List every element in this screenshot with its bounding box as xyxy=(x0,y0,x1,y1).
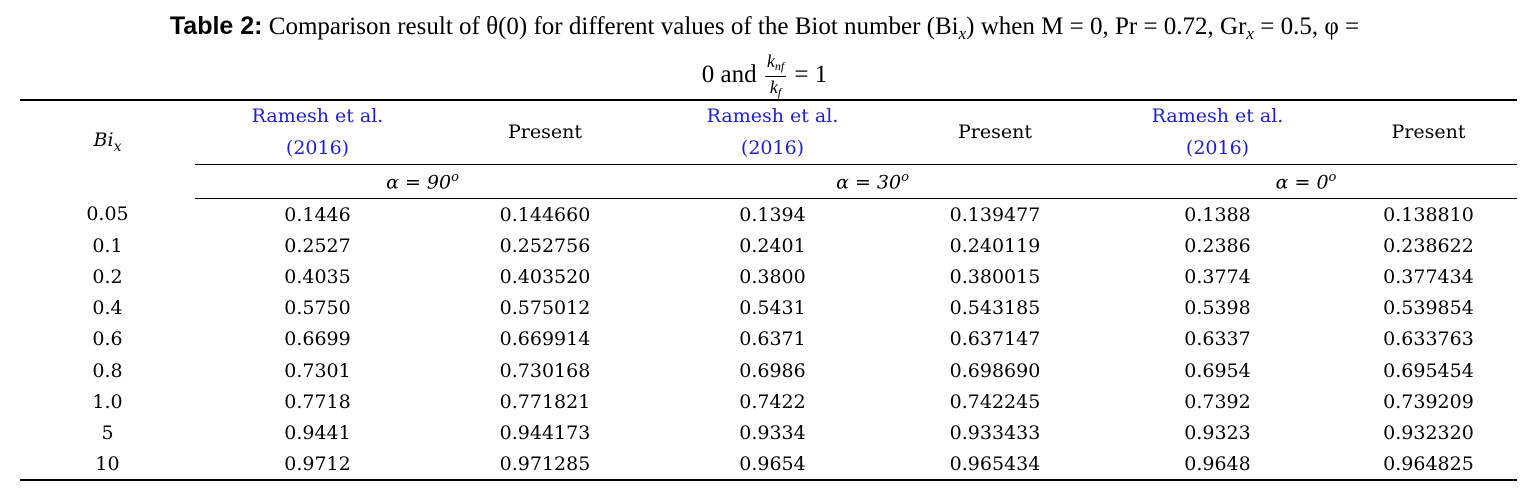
table-row: 1.0 0.7718 0.771821 0.7422 0.742245 0.7392 0.7… xyxy=(20,386,1517,417)
biot-value-cell: 5 xyxy=(101,421,114,444)
caption-label: Table 2: xyxy=(169,12,263,40)
biot-value-cell: 0.6 xyxy=(92,328,123,351)
result-cell: 0.633763 xyxy=(1383,328,1474,351)
table-bottom-rule xyxy=(20,479,1517,481)
result-cell: 0.637147 xyxy=(949,328,1041,351)
group-alpha-90: α = 90o xyxy=(195,164,650,199)
group-alpha-0: α = 0o xyxy=(1095,164,1517,199)
result-cell: 0.6371 xyxy=(739,328,806,351)
result-cell: 0.4035 xyxy=(284,265,351,288)
biot-value-cell: 0.05 xyxy=(86,203,129,226)
result-cell: 0.742245 xyxy=(949,390,1041,413)
result-cell: 0.9654 xyxy=(739,453,806,476)
result-cell: 0.965434 xyxy=(949,453,1041,476)
result-cell: 0.9441 xyxy=(284,421,351,444)
reference-year-30[interactable]: (2016) xyxy=(740,137,805,159)
result-cell: 0.730168 xyxy=(499,359,591,382)
result-cell: 0.5431 xyxy=(739,297,806,320)
result-cell: 0.971285 xyxy=(499,453,591,476)
result-cell: 0.1446 xyxy=(284,203,351,226)
biot-value-cell: 1.0 xyxy=(92,390,123,413)
reference-year-90[interactable]: (2016) xyxy=(285,137,350,159)
result-cell: 0.543185 xyxy=(949,297,1041,320)
conductivity-ratio-fraction: knf kf xyxy=(764,51,787,99)
result-cell: 0.7392 xyxy=(1184,390,1251,413)
biot-value-cell: 0.2 xyxy=(92,265,123,288)
result-cell: 0.1394 xyxy=(739,203,806,226)
result-cell: 0.5398 xyxy=(1184,297,1251,320)
result-cell: 0.5750 xyxy=(284,297,351,320)
result-cell: 0.575012 xyxy=(499,297,591,320)
table-row: 0.05 0.1446 0.144660 0.1394 0.139477 0.1388 0.… xyxy=(20,199,1517,231)
table-row: 10 0.9712 0.971285 0.9654 0.965434 0.9648 0.96… xyxy=(20,449,1517,480)
result-cell: 0.380015 xyxy=(949,265,1041,288)
result-cell: 0.932320 xyxy=(1383,421,1474,444)
result-cell: 0.7422 xyxy=(739,390,806,413)
result-cell: 0.9334 xyxy=(739,421,806,444)
result-cell: 0.238622 xyxy=(1383,234,1474,257)
caption-text: Comparison result of θ(0) for different … xyxy=(268,13,1360,43)
result-cell: 0.771821 xyxy=(499,390,591,413)
result-cell: 0.669914 xyxy=(499,328,591,351)
reference-year-0[interactable]: (2016) xyxy=(1185,137,1250,159)
result-cell: 0.3800 xyxy=(739,265,806,288)
result-cell: 0.138810 xyxy=(1383,203,1474,226)
biot-value-cell: 0.8 xyxy=(92,359,123,382)
caption-line-1: Table 2: Comparison result of θ(0) for d… xyxy=(0,8,1529,52)
result-cell: 0.698690 xyxy=(949,359,1041,382)
biot-value-cell: 0.1 xyxy=(92,234,123,257)
result-cell: 0.933433 xyxy=(949,421,1041,444)
header-row-2: (2016) (2016) (2016) xyxy=(20,132,1517,165)
result-cell: 0.9323 xyxy=(1184,421,1251,444)
result-cell: 0.9648 xyxy=(1184,453,1251,476)
result-cell: 0.6337 xyxy=(1184,328,1251,351)
table-top-rule xyxy=(20,99,1517,101)
result-cell: 0.6699 xyxy=(284,328,351,351)
reference-link-90[interactable]: Ramesh et al. xyxy=(251,105,384,127)
result-cell: 0.739209 xyxy=(1383,390,1474,413)
result-cell: 0.7301 xyxy=(284,359,351,382)
result-cell: 0.695454 xyxy=(1383,359,1474,382)
result-cell: 0.240119 xyxy=(949,234,1041,257)
table-row: 0.1 0.2527 0.252756 0.2401 0.240119 0.2386 0.2… xyxy=(20,230,1517,261)
result-cell: 0.144660 xyxy=(499,203,591,226)
comparison-table: Bix Ramesh et al. Present Ramesh et al. … xyxy=(20,100,1517,480)
result-cell: 0.6986 xyxy=(739,359,806,382)
reference-link-30[interactable]: Ramesh et al. xyxy=(706,105,839,127)
result-cell: 0.6954 xyxy=(1184,359,1251,382)
result-cell: 0.2386 xyxy=(1184,234,1251,257)
table-row: 0.4 0.5750 0.575012 0.5431 0.543185 0.5398 0.5… xyxy=(20,293,1517,324)
table-row: 0.8 0.7301 0.730168 0.6986 0.698690 0.6954 0.6… xyxy=(20,355,1517,386)
result-cell: 0.3774 xyxy=(1184,265,1251,288)
result-cell: 0.403520 xyxy=(499,265,591,288)
biot-value-cell: 0.4 xyxy=(92,297,123,320)
biot-column-header: Bix xyxy=(93,129,122,156)
header-row: Bix Ramesh et al. Present Ramesh et al. … xyxy=(20,100,1517,155)
present-header-90: Present xyxy=(508,121,582,143)
result-cell: 0.964825 xyxy=(1383,453,1474,476)
angle-group-row: α = 90o α = 30o α = 0o xyxy=(20,164,1517,199)
table-caption: Table 2: Comparison result of θ(0) for d… xyxy=(0,8,1529,101)
result-cell: 0.252756 xyxy=(499,234,591,257)
result-cell: 0.944173 xyxy=(499,421,591,444)
present-header-0: Present xyxy=(1391,121,1466,143)
result-cell: 0.539854 xyxy=(1383,297,1474,320)
present-header-30: Present xyxy=(958,121,1032,143)
table-row: 5 0.9441 0.944173 0.9334 0.933433 0.9323 0.932… xyxy=(20,417,1517,448)
result-cell: 0.377434 xyxy=(1383,265,1474,288)
result-cell: 0.2527 xyxy=(284,234,351,257)
caption-line-2: 0 and knf kf = 1 xyxy=(701,51,828,99)
result-cell: 0.1388 xyxy=(1184,203,1251,226)
group-alpha-30: α = 30o xyxy=(650,164,1095,199)
biot-value-cell: 10 xyxy=(95,453,120,476)
result-cell: 0.2401 xyxy=(739,234,806,257)
table-row: 0.2 0.4035 0.403520 0.3800 0.380015 0.3774 0.3… xyxy=(20,261,1517,292)
reference-link-0[interactable]: Ramesh et al. xyxy=(1151,105,1284,127)
result-cell: 0.139477 xyxy=(949,203,1041,226)
result-cell: 0.9712 xyxy=(284,453,351,476)
result-cell: 0.7718 xyxy=(284,390,351,413)
table-row: 0.6 0.6699 0.669914 0.6371 0.637147 0.6337 0.6… xyxy=(20,324,1517,355)
